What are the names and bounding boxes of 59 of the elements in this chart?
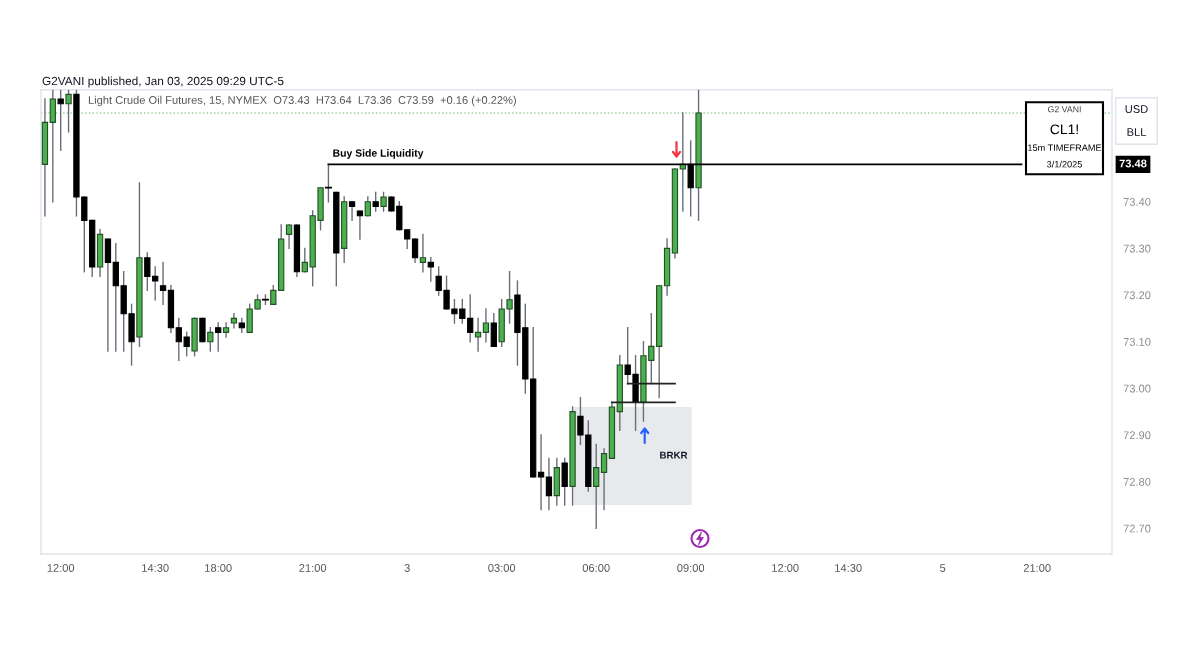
candlestick <box>364 196 371 217</box>
candlestick <box>545 457 553 511</box>
candlestick <box>230 312 238 329</box>
series-label: Buy Side Liquidity <box>333 149 424 159</box>
candlestick <box>474 317 482 352</box>
text: BLL <box>1127 128 1147 136</box>
y-tick-label: 73.40 <box>1123 197 1151 206</box>
text: USD <box>1125 105 1148 113</box>
band-label: BRKR <box>660 451 688 459</box>
candlestick <box>57 89 64 152</box>
x-tick-label: 03:00 <box>488 564 516 572</box>
x-tick-label: 14:30 <box>835 564 862 572</box>
candlestick <box>411 238 419 264</box>
candlestick <box>238 317 245 334</box>
annotation: 15m TIMEFRAME <box>1028 144 1102 151</box>
y-tick-label: 73.00 <box>1123 384 1151 393</box>
candlestick <box>159 261 167 306</box>
text: Light Crude Oil Futures, 15, NYMEX O73.43 H73.64 L73.36 C73.59 +0.16 (+0.22%) <box>88 95 516 107</box>
candlestick <box>537 434 545 511</box>
x-tick-label: 21:00 <box>1023 564 1051 572</box>
candlestick <box>600 448 608 511</box>
candlestick <box>593 443 600 530</box>
y-tick-label: 73.30 <box>1123 244 1151 253</box>
chart-title: G2VANI published, Jan 03, 2025 09:29 UTC-5 <box>42 76 284 88</box>
candlestick <box>199 317 206 343</box>
candlestick <box>419 233 427 273</box>
x-tick-label: 5 <box>940 564 946 572</box>
x-tick-label: 12:00 <box>772 564 799 572</box>
y-tick-label: 73.20 <box>1123 291 1151 300</box>
y-tick-label: 72.90 <box>1123 431 1151 440</box>
candlestick <box>380 191 387 212</box>
candlestick <box>372 191 379 212</box>
candlestick <box>482 308 490 343</box>
candlestick <box>49 89 56 203</box>
x-tick-label: 09:00 <box>677 564 705 572</box>
x-tick-label: 18:00 <box>205 564 232 572</box>
candlestick <box>490 312 497 348</box>
y-tick-label: 72.70 <box>1123 524 1151 533</box>
candlestick <box>561 457 568 506</box>
candlestick <box>348 200 356 222</box>
candlestick <box>215 322 222 352</box>
text: 73.48 <box>1119 159 1147 168</box>
annotation: G2 VANI <box>1048 106 1081 113</box>
x-tick-label: 12:00 <box>47 564 75 572</box>
candlestick <box>104 238 112 352</box>
x-tick-label: 14:30 <box>142 564 169 572</box>
x-tick-label: 3 <box>404 564 410 572</box>
candlestick <box>285 224 293 250</box>
candlestick <box>356 210 364 240</box>
candlestick <box>207 326 214 352</box>
candlestick <box>65 89 72 133</box>
candlestick <box>222 322 230 338</box>
candlestick <box>427 256 434 282</box>
annotation: CL1! <box>1050 124 1078 135</box>
y-tick-label: 73.10 <box>1123 337 1151 346</box>
x-tick-label: 21:00 <box>299 564 327 572</box>
y-tick-label: 72.80 <box>1123 477 1151 486</box>
annotation: 3/1/2025 <box>1047 160 1082 168</box>
x-tick-label: 06:00 <box>582 564 610 572</box>
